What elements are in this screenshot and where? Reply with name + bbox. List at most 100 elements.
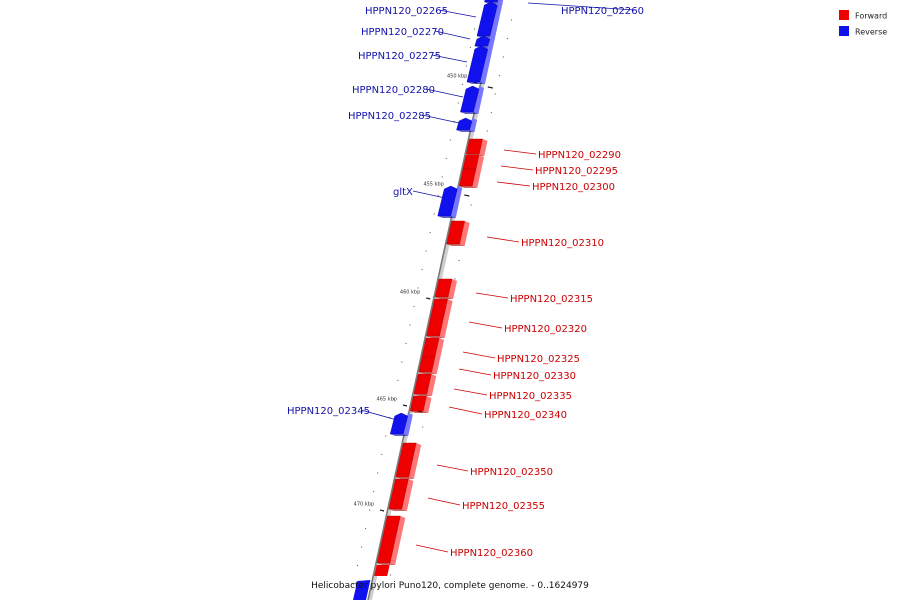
gene-features bbox=[353, 0, 504, 600]
gene-leader-line bbox=[453, 388, 488, 396]
gene-leader-line bbox=[468, 321, 503, 329]
gene-hppn120_02300 bbox=[459, 168, 481, 188]
tick-mark bbox=[426, 297, 431, 300]
gene-label: HPPN120_02345 bbox=[287, 406, 370, 417]
gene-label: HPPN120_02260 bbox=[561, 6, 644, 17]
gene-front-face bbox=[389, 412, 409, 435]
gene-leader-line bbox=[462, 351, 496, 359]
gene-side-face bbox=[423, 396, 432, 413]
gene-side-face bbox=[434, 338, 445, 359]
gene-side-face bbox=[473, 86, 485, 114]
tick-label: 465 kbp bbox=[377, 397, 397, 403]
gene-bottom-face bbox=[418, 372, 437, 374]
gene-bottom-face bbox=[426, 336, 445, 338]
legend: Forward Reverse bbox=[839, 10, 887, 37]
gene-leader-line bbox=[412, 190, 446, 199]
gene-leader-line bbox=[448, 406, 483, 415]
gene-label: HPPN120_02335 bbox=[489, 391, 572, 402]
gene-hppn120_02335 bbox=[413, 373, 437, 396]
gene-label: HPPN120_02270 bbox=[361, 27, 444, 38]
gene-front-face bbox=[484, 0, 499, 3]
gene-leader-line bbox=[527, 2, 636, 11]
gene-side-face bbox=[426, 374, 437, 396]
legend-reverse-swatch bbox=[839, 26, 849, 36]
gene-leader-line bbox=[500, 165, 534, 171]
gene-hppn120_02310 bbox=[446, 220, 470, 246]
tick-mark bbox=[487, 86, 493, 89]
gene-hppn120_02270 bbox=[474, 35, 495, 48]
gene-leader-line bbox=[503, 149, 537, 155]
gene-side-face bbox=[479, 46, 493, 84]
gene-leader-line bbox=[421, 114, 460, 124]
gene-label: HPPN120_02280 bbox=[352, 85, 435, 96]
gene-side-face bbox=[390, 516, 406, 565]
gene-bottom-face bbox=[395, 477, 414, 479]
gene-hppn120_02350 bbox=[395, 442, 422, 479]
gene-side-face bbox=[459, 221, 470, 246]
legend-forward-swatch bbox=[839, 10, 849, 20]
tick-label: 470 kbp bbox=[354, 502, 374, 508]
gene-leader-line bbox=[431, 54, 468, 63]
gene-hppn120_02285 bbox=[456, 117, 478, 132]
gene-label: HPPN120_02295 bbox=[535, 166, 618, 177]
gene-leader-line bbox=[360, 409, 398, 421]
gene-gltx bbox=[437, 185, 463, 218]
genome-caption: Helicobacter pylori Puno120, complete ge… bbox=[311, 581, 589, 591]
gene-label: HPPN120_02325 bbox=[497, 354, 580, 365]
gene-side-face bbox=[475, 155, 485, 171]
gene-hppn120_02315 bbox=[434, 278, 457, 299]
gene-bottom-face bbox=[446, 244, 465, 246]
gene-label: HPPN120_02330 bbox=[493, 371, 576, 382]
tick-mark bbox=[464, 194, 470, 197]
gene-fragment bbox=[374, 565, 390, 576]
gene-leader-line bbox=[496, 181, 531, 187]
gene-hppn120_02345 bbox=[389, 412, 413, 436]
gene-side-face bbox=[479, 139, 488, 156]
gene-leader-line bbox=[438, 9, 477, 18]
gene-front-face bbox=[462, 154, 480, 170]
gene-hppn120_02290 bbox=[465, 138, 488, 156]
gene-bottom-face bbox=[456, 130, 475, 132]
gene-bottom-face bbox=[413, 394, 432, 396]
gene-leader-line bbox=[475, 292, 509, 299]
gene-hppn120_02275 bbox=[466, 45, 493, 84]
tick-mark bbox=[402, 404, 408, 407]
gene-label: HPPN120_02300 bbox=[532, 182, 615, 193]
gene-side-face bbox=[450, 186, 463, 218]
gene-label: HPPN120_02265 bbox=[365, 6, 448, 17]
gene-bottom-face bbox=[435, 297, 454, 299]
gene-front-face bbox=[456, 117, 473, 131]
gene-hppn120_02265 bbox=[476, 1, 503, 38]
gene-labels: HPPN120_02260 HPPN120_02265 HPPN120_02270 H… bbox=[287, 2, 644, 559]
gene-side-face bbox=[403, 413, 413, 436]
tick-label: 450 kbp bbox=[447, 74, 467, 80]
gene-bottom-face bbox=[377, 563, 396, 565]
gene-side-face bbox=[431, 357, 440, 374]
gene-hppn120_02355 bbox=[388, 478, 414, 511]
gene-hppn120_02330 bbox=[418, 356, 440, 374]
gene-label: HPPN120_02310 bbox=[521, 238, 604, 249]
gene-front-face bbox=[460, 85, 480, 113]
tick-label: 455 kbp bbox=[423, 182, 443, 188]
gene-hppn120_02295 bbox=[462, 154, 485, 171]
gene-front-face bbox=[474, 35, 491, 47]
gene-bottom-face bbox=[460, 112, 479, 114]
gene-label: HPPN120_02290 bbox=[538, 150, 621, 161]
gene-side-face bbox=[472, 169, 481, 188]
gene-hppn120_02325 bbox=[421, 337, 445, 359]
gene-side-face bbox=[439, 299, 453, 338]
gene-bottom-face bbox=[466, 82, 485, 84]
gene-side-face bbox=[401, 479, 414, 511]
gene-hppn120_02340 bbox=[409, 395, 432, 413]
gene-label: HPPN120_02355 bbox=[462, 501, 545, 512]
gene-bottom-face bbox=[410, 411, 429, 413]
legend-forward-label: Forward bbox=[855, 12, 887, 21]
gene-leader-line bbox=[425, 88, 464, 98]
gene-bottom-face bbox=[388, 509, 407, 511]
tick-label: 460 kbp bbox=[400, 290, 420, 296]
gene-side-face bbox=[497, 0, 504, 4]
gene-leader-line bbox=[486, 236, 520, 243]
gene-front-face bbox=[466, 45, 489, 83]
gene-hppn120_02360 bbox=[376, 515, 406, 565]
